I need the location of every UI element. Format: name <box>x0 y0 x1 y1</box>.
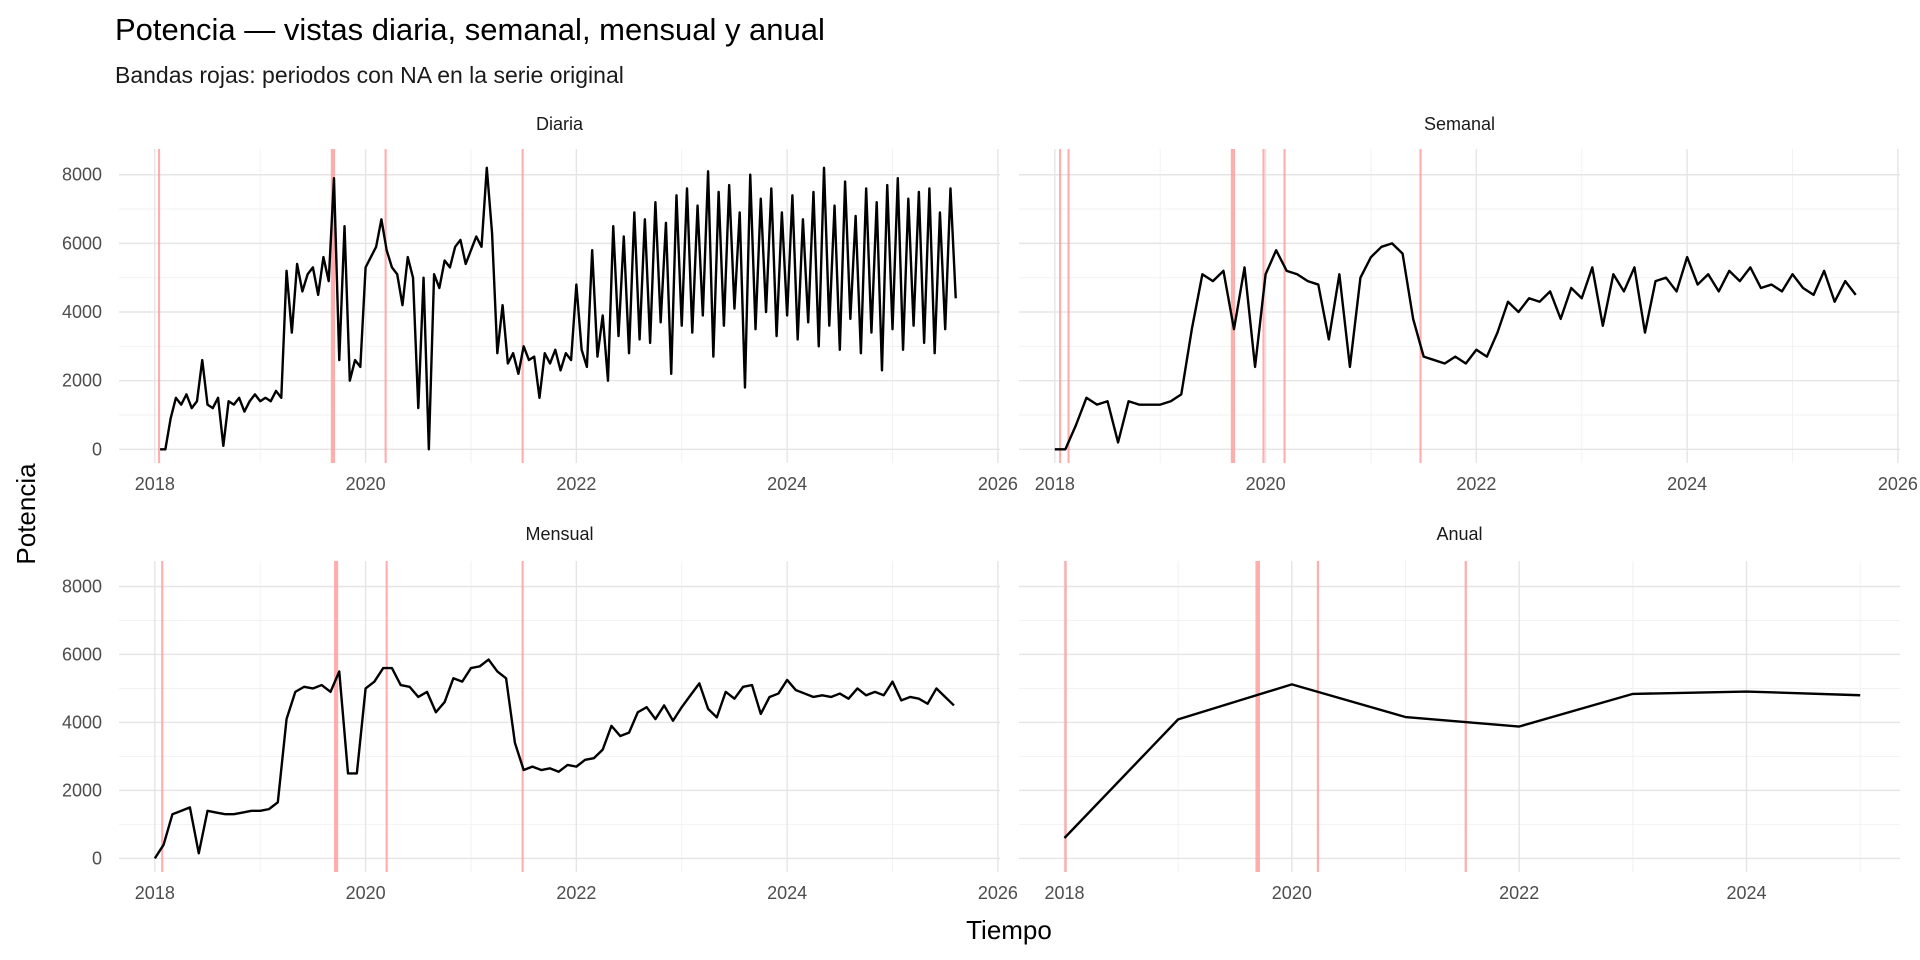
x-axis-title: Tiempo <box>966 915 1052 945</box>
na-band <box>1262 149 1265 463</box>
x-tick-label: 2018 <box>1044 883 1084 903</box>
na-band <box>384 149 387 463</box>
x-tick-label: 2018 <box>135 474 175 494</box>
x-tick-label: 2024 <box>1667 474 1707 494</box>
y-axis-title: Potencia <box>11 463 41 565</box>
x-tick-label: 2020 <box>346 474 386 494</box>
na-band <box>333 561 339 872</box>
y-tick-label: 2000 <box>62 371 102 391</box>
x-tick-label: 2018 <box>1035 474 1075 494</box>
y-tick-label: 2000 <box>62 780 102 800</box>
chart-title: Potencia — vistas diaria, semanal, mensu… <box>115 12 825 47</box>
x-tick-label: 2022 <box>556 474 596 494</box>
data-line <box>153 658 955 860</box>
data-line <box>1054 242 1857 451</box>
x-tick-label: 2020 <box>1272 883 1312 903</box>
na-band <box>521 149 524 463</box>
data-line <box>160 166 957 451</box>
x-tick-label: 2018 <box>135 883 175 903</box>
na-band <box>1059 149 1062 463</box>
data-line <box>1063 683 1861 839</box>
x-tick-label: 2026 <box>978 883 1018 903</box>
na-band <box>1064 561 1067 872</box>
na-band <box>1419 149 1422 463</box>
na-band <box>330 149 336 463</box>
x-tick-label: 2020 <box>1246 474 1286 494</box>
na-band <box>1283 149 1286 463</box>
y-tick-label: 8000 <box>62 576 102 596</box>
na-band <box>1464 561 1467 872</box>
y-tick-label: 8000 <box>62 165 102 185</box>
x-tick-label: 2020 <box>346 883 386 903</box>
na-band <box>161 561 164 872</box>
chart-subtitle: Bandas rojas: periodos con NA en la seri… <box>115 62 624 88</box>
y-tick-label: 4000 <box>62 712 102 732</box>
na-band <box>1067 149 1070 463</box>
y-tick-label: 4000 <box>62 302 102 322</box>
x-tick-label: 2026 <box>978 474 1018 494</box>
y-tick-label: 0 <box>92 439 102 459</box>
facet-strip-label: Anual <box>1436 524 1482 544</box>
facet-strip-label: Mensual <box>525 524 593 544</box>
x-tick-label: 2022 <box>1499 883 1539 903</box>
x-tick-label: 2024 <box>767 474 807 494</box>
x-tick-label: 2024 <box>767 883 807 903</box>
na-band <box>385 561 388 872</box>
na-band <box>1255 561 1260 872</box>
x-tick-label: 2022 <box>556 883 596 903</box>
na-band <box>521 561 524 872</box>
facet-strip-label: Semanal <box>1424 114 1495 134</box>
y-tick-label: 6000 <box>62 644 102 664</box>
x-tick-label: 2024 <box>1727 883 1767 903</box>
facet-strip-label: Diaria <box>536 114 584 134</box>
na-band <box>1230 149 1236 463</box>
na-band <box>157 149 161 463</box>
na-band <box>1316 561 1320 872</box>
x-tick-label: 2026 <box>1878 474 1918 494</box>
y-tick-label: 6000 <box>62 233 102 253</box>
x-tick-label: 2022 <box>1456 474 1496 494</box>
y-tick-label: 0 <box>92 848 102 868</box>
